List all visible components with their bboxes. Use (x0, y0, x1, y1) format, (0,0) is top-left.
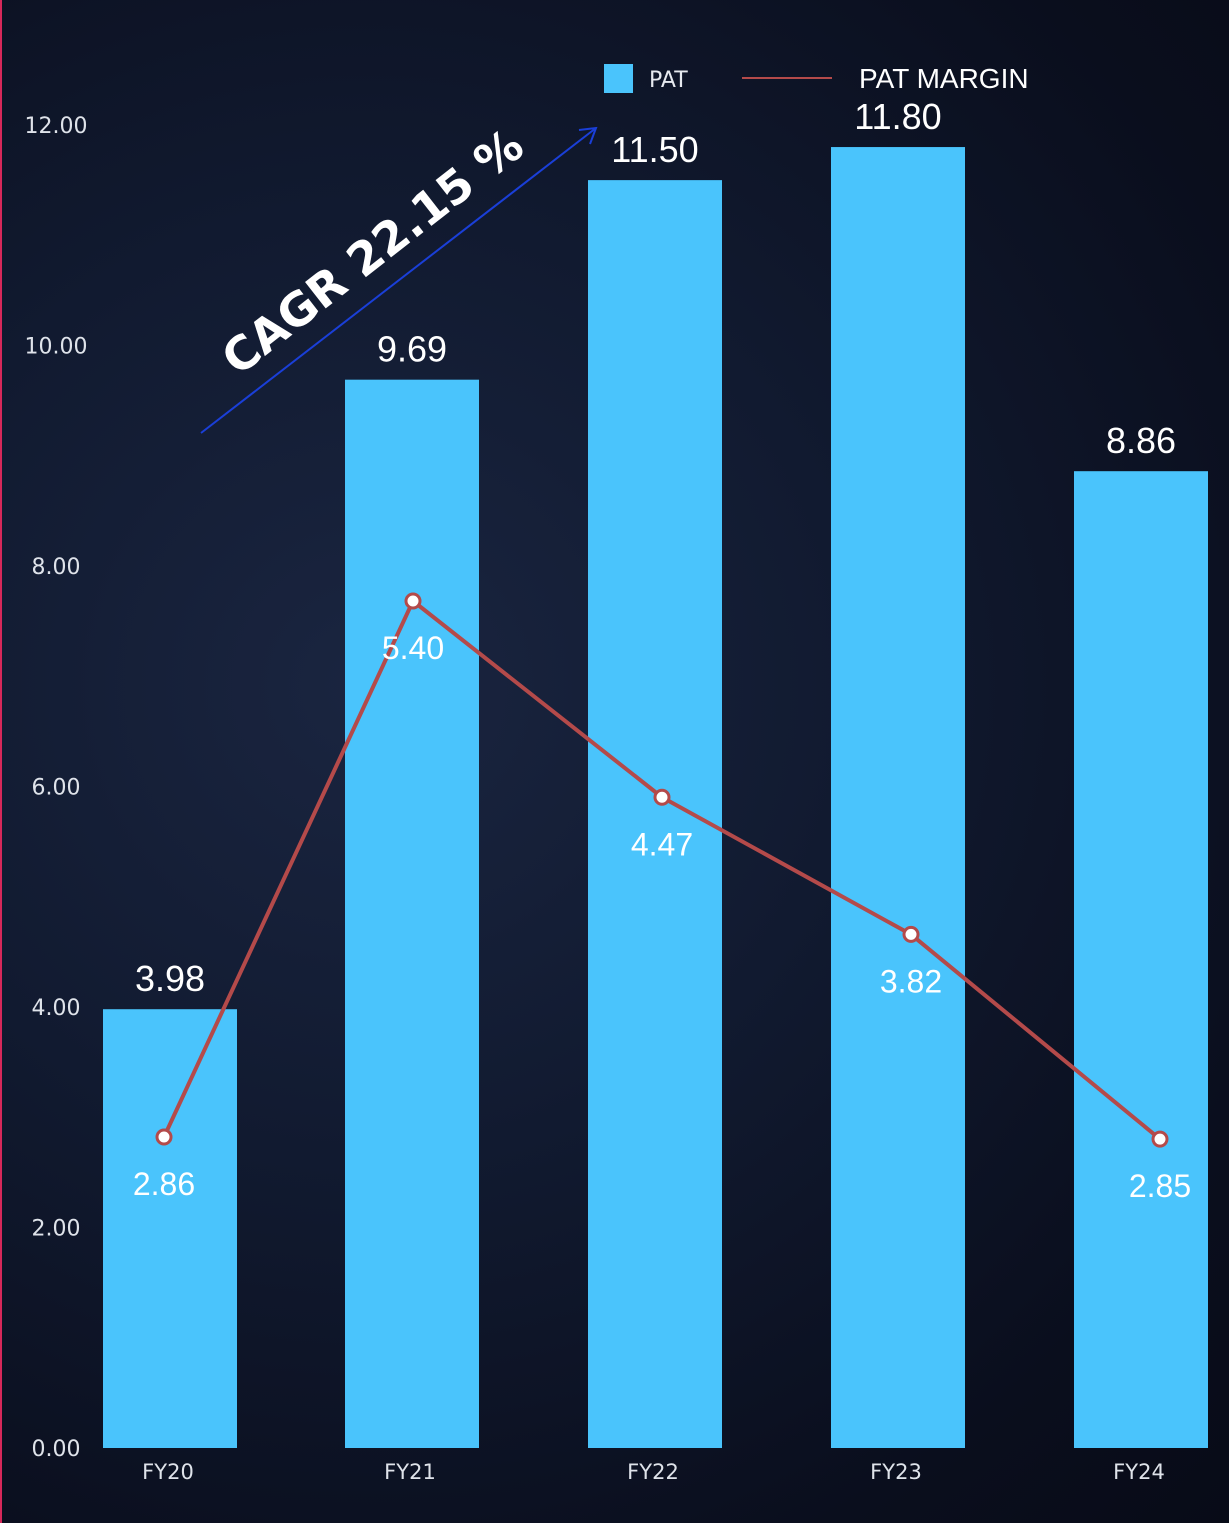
pat-bar-fy21 (345, 379, 479, 1448)
cagr-arrow-head (578, 126, 598, 145)
y-axis: 0.00 2.00 4.00 6.00 8.00 10.00 12.00 (25, 114, 88, 1462)
pat-bar-fy23 (831, 147, 965, 1448)
x-category-label: FY20 (142, 1460, 194, 1484)
pat-bar-fy24 (1074, 471, 1208, 1448)
left-accent-border (0, 0, 2, 1523)
y-tick-label: 6.00 (32, 776, 81, 801)
pat-margin-value-label: 3.82 (880, 963, 942, 999)
x-axis: FY20 FY21 FY22 FY23 FY24 (142, 1460, 1165, 1484)
pat-margin-point (155, 1128, 173, 1146)
pat-margin-point (902, 925, 920, 943)
x-category-label: FY24 (1113, 1460, 1165, 1484)
pat-margin-value-label: 5.40 (382, 630, 444, 666)
pat-margin-point (653, 788, 671, 806)
y-tick-label: 0.00 (32, 1437, 81, 1462)
pat-margin-point (1151, 1130, 1169, 1148)
legend: PAT PAT MARGIN (604, 63, 1029, 94)
pat-margin-point (404, 592, 422, 610)
pat-bars (103, 147, 1208, 1448)
y-tick-label: 12.00 (25, 114, 88, 139)
x-category-label: FY23 (870, 1460, 922, 1484)
pat-bar-labels: 3.98 9.69 11.50 11.80 8.86 (135, 96, 1176, 999)
pat-margin-line (155, 592, 1169, 1148)
pat-value-label: 9.69 (377, 329, 447, 370)
pat-bar-fy20 (103, 1009, 237, 1448)
pat-value-label: 11.50 (611, 129, 698, 170)
pat-margin-labels: 2.86 5.40 4.47 3.82 2.85 (133, 630, 1191, 1204)
pat-margin-value-label: 2.86 (133, 1166, 195, 1202)
cagr-text: CAGR 22.15 % (212, 118, 534, 386)
x-category-label: FY21 (384, 1460, 436, 1484)
legend-pat-label: PAT (649, 68, 688, 93)
pat-margin-value-label: 2.85 (1129, 1168, 1191, 1204)
pat-value-label: 3.98 (135, 958, 205, 999)
cagr-arrow (200, 127, 597, 434)
pat-margin-value-label: 4.47 (631, 826, 693, 862)
y-tick-label: 2.00 (32, 1217, 81, 1242)
y-tick-label: 4.00 (32, 996, 81, 1021)
pat-bar-fy22 (588, 180, 722, 1448)
y-tick-label: 8.00 (32, 555, 81, 580)
pat-value-label: 8.86 (1106, 420, 1176, 461)
y-tick-label: 10.00 (25, 335, 88, 360)
legend-pat-swatch (604, 64, 633, 93)
x-category-label: FY22 (627, 1460, 679, 1484)
pat-value-label: 11.80 (854, 96, 941, 137)
legend-pat-margin-label: PAT MARGIN (859, 63, 1029, 94)
